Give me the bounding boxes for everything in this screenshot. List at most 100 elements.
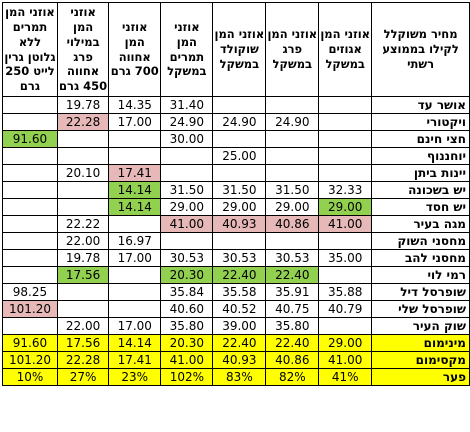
- summary-label: מינימום: [371, 334, 470, 352]
- store-name: יינות ביתן: [371, 164, 470, 182]
- price-cell: [2, 164, 58, 182]
- summary-cell: 83%: [212, 368, 267, 386]
- summary-cell: 23%: [108, 368, 162, 386]
- price-cell: [2, 232, 58, 250]
- summary-cell: 41%: [318, 368, 373, 386]
- price-cell: [265, 96, 320, 114]
- price-cell: 16.97: [108, 232, 162, 250]
- price-cell: 40.52: [212, 300, 267, 318]
- price-cell: 14.14: [108, 181, 162, 199]
- table-row: רמי לוי 22.40 22.40 20.30 17.56: [2, 266, 470, 284]
- price-cell: [56, 181, 110, 199]
- price-cell: 29.00: [318, 198, 373, 216]
- price-cell: 24.90: [212, 113, 267, 131]
- price-cell: 17.00: [108, 317, 162, 335]
- price-cell: 22.00: [56, 317, 110, 335]
- price-cell: [318, 317, 373, 335]
- price-cell: 29.00: [212, 198, 267, 216]
- price-cell: [2, 147, 58, 165]
- price-cell: [56, 283, 110, 301]
- store-name: מחסני השוק: [371, 232, 470, 250]
- price-cell: 40.93: [212, 215, 267, 233]
- price-cell: [56, 147, 110, 165]
- summary-row: פער 41% 82% 83% 102% 23% 27% 10%: [2, 368, 470, 386]
- price-cell: [318, 164, 373, 182]
- summary-cell: 17.56: [56, 334, 110, 352]
- price-cell: [318, 232, 373, 250]
- summary-cell: 14.14: [108, 334, 162, 352]
- store-name: שופרסל שלי: [371, 300, 470, 318]
- table-body: אושר עד 31.40 14.35 19.78 ויקטורי 24.90 24.90 2…: [2, 96, 470, 386]
- price-comparison-table: מחיר משוקלל לקילו בממוצע רשתי אוזני המן א…: [2, 2, 470, 386]
- price-cell: [56, 198, 110, 216]
- price-cell: 40.60: [160, 300, 214, 318]
- summary-row: מקסימום 41.00 40.86 40.93 41.00 17.41 22.28 101…: [2, 351, 470, 369]
- price-cell: 25.00: [212, 147, 267, 165]
- price-cell: [2, 113, 58, 131]
- summary-cell: 22.40: [265, 334, 320, 352]
- price-cell: [318, 113, 373, 131]
- store-name: אושר עד: [371, 96, 470, 114]
- table-row: יש בשכונה 32.33 31.50 31.50 31.50 14.14: [2, 181, 470, 199]
- price-cell: 29.00: [265, 198, 320, 216]
- price-cell: 22.00: [56, 232, 110, 250]
- header-product-7: אוזני המן תמרים ללא גלוטן גרין לייט 250 …: [2, 2, 58, 97]
- price-cell: 39.00: [212, 317, 267, 335]
- price-cell: 41.00: [160, 215, 214, 233]
- table-row: שופרסל שלי 40.79 40.75 40.52 40.60 101.20: [2, 300, 470, 318]
- summary-cell: 17.41: [108, 351, 162, 369]
- table-row: מגה בעיר 41.00 40.86 40.93 41.00 22.22: [2, 215, 470, 233]
- price-cell: [2, 249, 58, 267]
- header-product-3: אוזני המן שוקולד במשקל: [212, 2, 267, 97]
- store-name: חצי חינם: [371, 130, 470, 148]
- price-cell: 17.56: [56, 266, 110, 284]
- summary-cell: 101.20: [2, 351, 58, 369]
- summary-cell: 91.60: [2, 334, 58, 352]
- table-row: יש חסד 29.00 29.00 29.00 29.00 14.14: [2, 198, 470, 216]
- price-cell: 40.79: [318, 300, 373, 318]
- store-name: שוק העיר: [371, 317, 470, 335]
- price-cell: [160, 232, 214, 250]
- price-cell: 19.78: [56, 249, 110, 267]
- summary-cell: 102%: [160, 368, 214, 386]
- price-cell: [2, 181, 58, 199]
- price-cell: 30.53: [212, 249, 267, 267]
- store-name: יש בשכונה: [371, 181, 470, 199]
- price-cell: [160, 164, 214, 182]
- price-cell: 24.90: [160, 113, 214, 131]
- price-cell: 29.00: [160, 198, 214, 216]
- price-cell: 20.30: [160, 266, 214, 284]
- header-product-6: אוזני המן במילוי פרג אחווה 450 גרם: [56, 2, 110, 97]
- price-cell: 30.53: [160, 249, 214, 267]
- price-cell: [318, 147, 373, 165]
- price-cell: 31.50: [160, 181, 214, 199]
- header-product-4: אוזני המן תמרים במשקל: [160, 2, 214, 97]
- price-cell: 30.00: [160, 130, 214, 148]
- price-cell: 14.35: [108, 96, 162, 114]
- summary-label: מקסימום: [371, 351, 470, 369]
- store-name: מגה בעיר: [371, 215, 470, 233]
- price-cell: 35.88: [318, 283, 373, 301]
- price-cell: 35.80: [160, 317, 214, 335]
- price-cell: [212, 130, 267, 148]
- price-cell: 32.33: [318, 181, 373, 199]
- table-row: מחסני להב 35.00 30.53 30.53 30.53 17.00 19.78: [2, 249, 470, 267]
- price-cell: [2, 198, 58, 216]
- summary-cell: 41.00: [160, 351, 214, 369]
- price-cell: 31.50: [265, 181, 320, 199]
- summary-cell: 10%: [2, 368, 58, 386]
- table-row: יוחננוף 25.00: [2, 147, 470, 165]
- price-cell: [108, 130, 162, 148]
- price-cell: 35.58: [212, 283, 267, 301]
- store-name: ויקטורי: [371, 113, 470, 131]
- price-cell: [212, 96, 267, 114]
- price-cell: [108, 147, 162, 165]
- price-cell: 31.40: [160, 96, 214, 114]
- price-cell: 22.28: [56, 113, 110, 131]
- store-name: רמי לוי: [371, 266, 470, 284]
- price-cell: 40.86: [265, 215, 320, 233]
- price-cell: [108, 266, 162, 284]
- header-product-5: אוזני המן אחווה 700 גרם: [108, 2, 162, 97]
- price-cell: 98.25: [2, 283, 58, 301]
- summary-cell: 41.00: [318, 351, 373, 369]
